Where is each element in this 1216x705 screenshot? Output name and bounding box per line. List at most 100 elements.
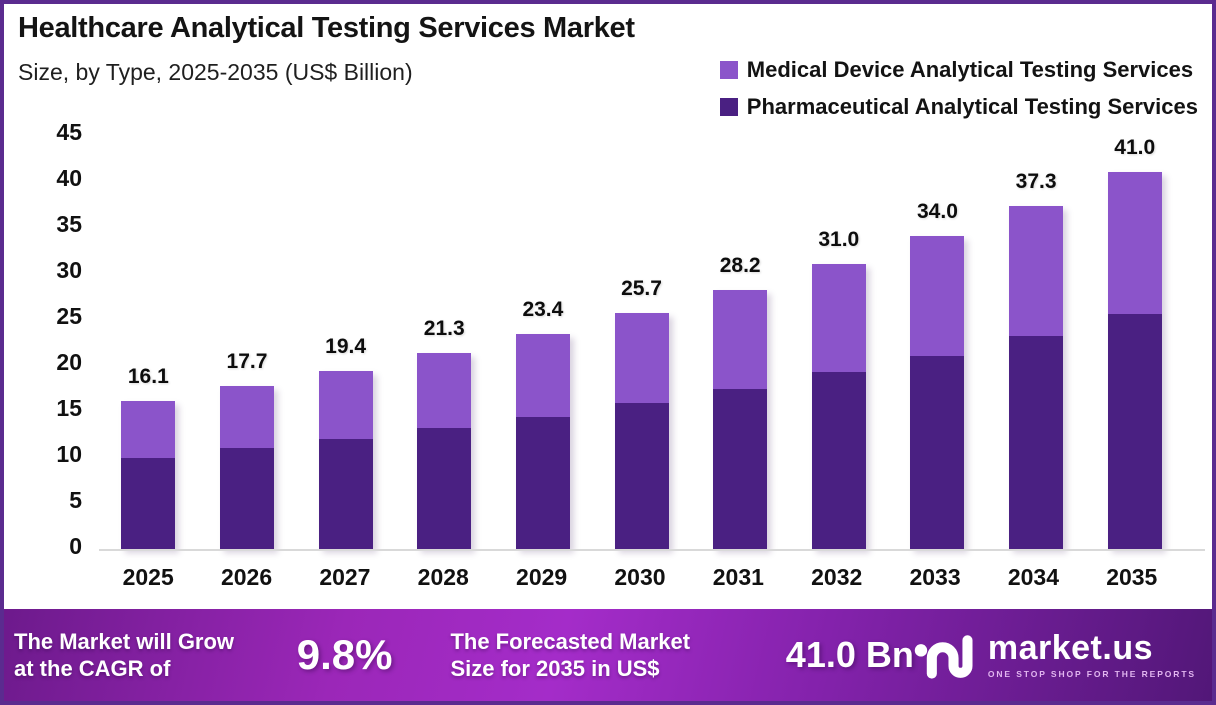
- bar-segment: [318, 370, 373, 439]
- brand-name: market.us: [987, 629, 1153, 667]
- bar-group-2035: 41.0: [1085, 135, 1184, 549]
- x-axis-line: [99, 549, 1205, 551]
- bar-stack: [1107, 171, 1162, 549]
- bar-stack: [1009, 205, 1064, 549]
- y-tick-label: 45: [56, 119, 82, 145]
- bar-group-2032: 31.0: [789, 135, 888, 549]
- x-tick-label: 2027: [319, 564, 371, 590]
- y-tick-label: 0: [69, 533, 82, 559]
- bar-group-2034: 37.3: [987, 135, 1086, 549]
- brand-tagline: ONE STOP SHOP FOR THE REPORTS: [987, 669, 1196, 679]
- legend-swatch-pharmaceutical: [719, 98, 738, 116]
- legend-item-pharmaceutical: Pharmaceutical Analytical Testing Servic…: [719, 94, 1198, 120]
- brand-logo: market.us ONE STOP SHOP FOR THE REPORTS: [914, 629, 1196, 681]
- bar-group-2030: 25.7: [592, 135, 691, 549]
- brand-text: market.us ONE STOP SHOP FOR THE REPORTS: [988, 631, 1196, 679]
- bar-segment: [811, 372, 866, 549]
- bar-stack: [417, 353, 472, 549]
- bar-value-label: 19.4: [325, 334, 367, 358]
- forecast-label: The Forecasted Market Size for 2035 in U…: [450, 628, 691, 682]
- bar-stack: [910, 236, 965, 549]
- cagr-value: 9.8%: [296, 631, 393, 678]
- bar-segment: [1009, 205, 1064, 337]
- bar-value-label: 31.0: [818, 227, 860, 251]
- bar-group-2027: 19.4: [296, 135, 395, 549]
- bar-stack: [121, 400, 176, 549]
- x-tick-label: 2026: [220, 564, 273, 590]
- plot-area: 16.1 17.7 19.4 21.3 23.4 25.7 28.2 31.0 34.0 37.3…: [99, 135, 1205, 551]
- footer-banner: The Market will Grow at the CAGR of 9.8%…: [4, 609, 1212, 701]
- bar-value-label: 17.7: [226, 350, 268, 374]
- legend-label: Medical Device Analytical Testing Servic…: [746, 57, 1194, 82]
- bar-value-label: 41.0: [1114, 135, 1156, 159]
- x-axis-labels: 2025 2026 2027 2028 2029 2030 2031 2032 2033 2034…: [99, 564, 1181, 591]
- bar-series-container: 16.1 17.7 19.4 21.3 23.4 25.7 28.2 31.0 34.0 37.3…: [99, 135, 1184, 549]
- bar-value-label: 37.3: [1015, 169, 1057, 193]
- x-tick-label: 2025: [122, 564, 174, 590]
- bar-group-2028: 21.3: [395, 135, 494, 549]
- bar-segment: [910, 236, 965, 356]
- bar-value-label: 21.3: [423, 317, 465, 341]
- cagr-label: The Market will Grow at the CAGR of: [14, 628, 235, 682]
- x-tick-label: 2029: [516, 564, 568, 590]
- bar-stack: [713, 289, 768, 549]
- y-axis: 0 5 10 15 20 25 30 35 40 45: [12, 121, 82, 558]
- bar-stack: [811, 263, 866, 549]
- bar-group-2033: 34.0: [888, 135, 987, 549]
- y-tick-label: 15: [56, 395, 82, 421]
- y-tick-label: 25: [56, 303, 82, 329]
- legend-label: Pharmaceutical Analytical Testing Servic…: [746, 94, 1198, 119]
- y-tick-label: 20: [56, 349, 82, 375]
- bar-value-label: 23.4: [522, 297, 564, 321]
- bar-group-2025: 16.1: [99, 135, 198, 549]
- bar-value-label: 16.1: [127, 364, 169, 388]
- bar-segment: [417, 427, 472, 549]
- x-tick-label: 2034: [1007, 564, 1059, 590]
- x-tick-label: 2030: [614, 564, 666, 590]
- chart-legend: Medical Device Analytical Testing Servic…: [719, 57, 1198, 120]
- x-tick-label: 2032: [811, 564, 863, 590]
- bar-segment: [219, 447, 274, 549]
- y-tick-label: 35: [56, 211, 82, 237]
- legend-item-medical-device: Medical Device Analytical Testing Servic…: [719, 57, 1198, 83]
- bar-segment: [614, 312, 669, 403]
- y-tick-label: 30: [56, 257, 82, 283]
- market-us-icon: [914, 635, 973, 679]
- bar-stack: [318, 370, 373, 549]
- x-tick-label: 2031: [712, 564, 764, 590]
- bar-segment: [417, 353, 472, 428]
- bar-segment: [614, 402, 669, 549]
- chart-subtitle: Size, by Type, 2025-2035 (US$ Billion): [18, 59, 413, 85]
- forecast-value: 41.0 Bn: [785, 634, 914, 675]
- bar-segment: [1009, 336, 1064, 549]
- bar-segment: [713, 388, 768, 549]
- bar-segment: [318, 438, 373, 549]
- bar-segment: [121, 400, 176, 458]
- bar-group-2029: 23.4: [494, 135, 593, 549]
- bar-stack: [515, 333, 570, 549]
- bar-segment: [219, 386, 274, 448]
- y-tick-label: 10: [56, 441, 82, 467]
- x-tick-label: 2028: [417, 564, 469, 590]
- bar-stack: [219, 386, 274, 549]
- bar-segment: [515, 333, 570, 417]
- y-tick-label: 5: [69, 487, 82, 513]
- bar-segment: [1107, 314, 1162, 549]
- bar-segment: [1107, 171, 1162, 315]
- x-tick-label: 2035: [1106, 564, 1158, 590]
- bar-segment: [515, 416, 570, 549]
- bar-group-2031: 28.2: [691, 135, 790, 549]
- bar-value-label: 25.7: [621, 276, 662, 300]
- bar-segment: [811, 263, 866, 373]
- bar-group-2026: 17.7: [198, 135, 297, 549]
- x-tick-label: 2033: [909, 564, 961, 590]
- legend-swatch-medical-device: [719, 61, 738, 79]
- bar-segment: [713, 289, 768, 389]
- page-title: Healthcare Analytical Testing Services M…: [18, 12, 635, 44]
- bar-value-label: 28.2: [719, 253, 761, 277]
- bar-segment: [910, 355, 965, 549]
- bar-value-label: 34.0: [917, 200, 958, 224]
- y-tick-label: 40: [56, 165, 82, 191]
- bar-stack: [614, 312, 669, 549]
- bar-segment: [121, 457, 176, 549]
